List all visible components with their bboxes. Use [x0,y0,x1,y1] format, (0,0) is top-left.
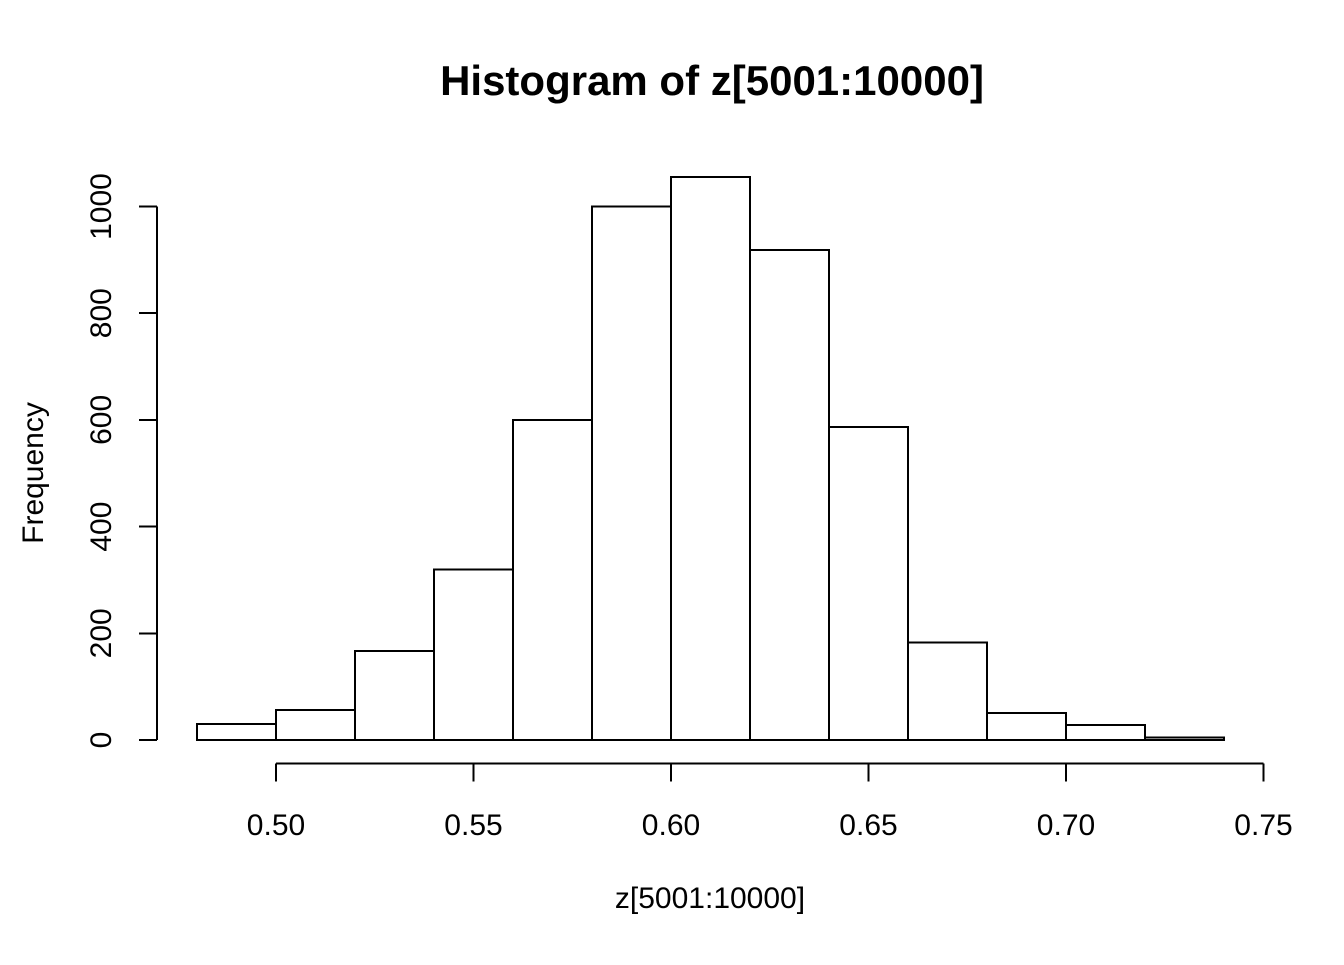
histogram-bar [591,205,672,741]
y-tick-label: 400 [85,502,118,552]
bars-group [196,176,1225,742]
y-tick-label: 200 [85,608,118,658]
histogram-bar [986,711,1067,742]
histogram-bar [828,425,909,741]
chart-title: Histogram of z[5001:10000] [440,57,984,104]
x-tick-label: 0.55 [444,809,502,842]
y-tick-label: 600 [85,395,118,445]
y-tick-label: 0 [85,732,118,749]
x-axis-label: z[5001:10000] [615,882,805,915]
histogram-bar [670,176,751,742]
x-axis: 0.50 0.55 0.60 0.65 0.70 0.75 [247,762,1293,842]
x-tick-label: 0.50 [247,809,305,842]
histogram-bar [433,568,514,742]
y-tick-label: 800 [85,288,118,338]
histogram-bar [354,649,435,742]
histogram-bar [512,418,593,741]
histogram-bar [275,709,356,742]
histogram-bar [907,641,988,742]
histogram-bar [1144,736,1225,742]
x-tick-label: 0.65 [839,809,897,842]
y-tick-label: 1000 [85,173,118,240]
histogram-bar [196,722,277,741]
histogram-bar [1065,724,1146,742]
histogram-bar [749,249,830,741]
x-tick-label: 0.70 [1037,809,1095,842]
y-axis-label: Frequency [17,402,50,544]
x-tick-label: 0.60 [642,809,700,842]
y-axis: 0 200 400 600 800 1000 [85,173,158,749]
x-tick-label: 0.75 [1234,809,1292,842]
